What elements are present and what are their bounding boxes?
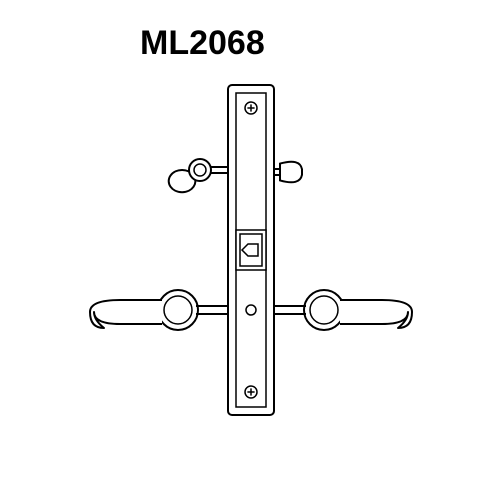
lever-handle-right (304, 290, 412, 330)
faceplate-screw-top (245, 102, 257, 114)
faceplate-screw-bot (245, 386, 257, 398)
thumb-turn-icon (274, 162, 302, 183)
spindle-hole (246, 305, 256, 315)
lever-handle-left (90, 290, 198, 330)
latch-assembly (236, 230, 266, 270)
lockset-diagram (0, 0, 500, 500)
model-label: ML2068 (140, 24, 265, 63)
key-cylinder-icon (169, 159, 228, 192)
